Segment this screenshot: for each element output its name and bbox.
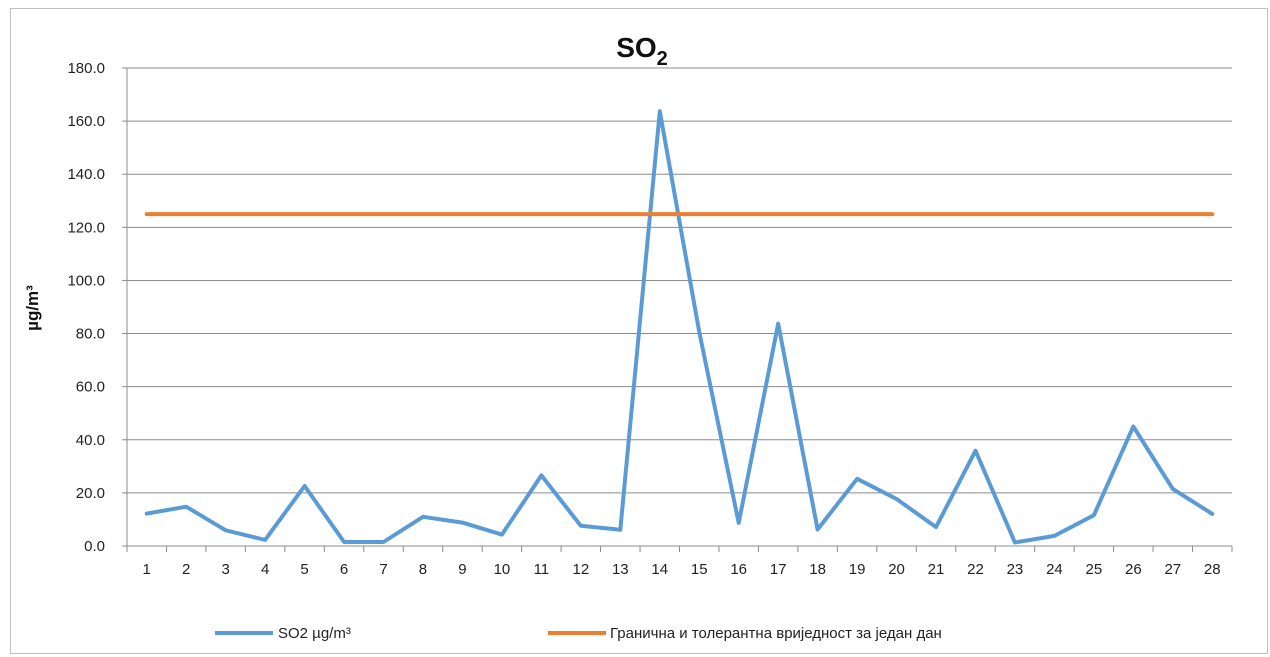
x-tick-label: 11 [534, 561, 550, 578]
y-tick-label: 20.0 [76, 485, 105, 502]
x-tick-label: 10 [494, 561, 511, 578]
chart-title-main: SO [616, 32, 656, 63]
x-tick-label: 15 [691, 561, 708, 578]
gridlines [127, 67, 1232, 494]
x-tick-label: 19 [849, 561, 866, 578]
y-tick-label: 160.0 [67, 113, 105, 130]
x-tick-label: 3 [221, 561, 229, 578]
x-tick-label: 22 [967, 561, 984, 578]
chart-title-subscript: 2 [657, 48, 668, 70]
y-tick-label: 60.0 [76, 379, 105, 396]
x-tick-label: 24 [1046, 561, 1063, 578]
x-tick-label: 4 [261, 561, 269, 578]
x-tick-label: 16 [730, 561, 747, 578]
x-tick-label: 25 [1086, 561, 1103, 578]
x-tick-label: 18 [809, 561, 826, 578]
y-axis-label: µg/m³ [23, 285, 42, 331]
x-tick-label: 21 [928, 561, 945, 578]
series-lines [144, 109, 1215, 545]
y-tick-label: 120.0 [67, 219, 105, 236]
y-tick-label: 180.0 [67, 60, 105, 77]
x-tick-label: 1 [143, 561, 151, 578]
x-tick-label: 7 [379, 561, 387, 578]
x-tick-label: 5 [300, 561, 308, 578]
legend: SO2 µg/m³ Гранична и толерантна вриједно… [215, 625, 942, 642]
x-tick-label: 9 [458, 561, 466, 578]
x-tick-label: 20 [888, 561, 905, 578]
x-tick-label: 14 [651, 561, 668, 578]
x-tick-labels: 1 2 3 4 5 6 7 8 9 10 11 12 13 14 15 16 17 18 19 20 21 22 23 24 2… [143, 561, 1221, 578]
chart-title: SO2 [616, 32, 668, 70]
y-tick-labels: 0.0 20.0 40.0 60.0 80.0 100.0 120.0 140.0 160.0 1… [67, 60, 105, 555]
legend-label-so2: SO2 µg/m³ [278, 625, 351, 642]
y-tick-label: 100.0 [67, 272, 105, 289]
x-tick-label: 28 [1204, 561, 1221, 578]
x-tick-label: 26 [1125, 561, 1142, 578]
x-tick-label: 12 [572, 561, 589, 578]
x-tick-label: 8 [419, 561, 427, 578]
series-line-0 [144, 109, 1215, 545]
x-tick-label: 27 [1164, 561, 1181, 578]
x-tick-label: 13 [612, 561, 629, 578]
axes [122, 67, 1233, 552]
y-tick-label: 80.0 [76, 326, 105, 343]
x-tick-label: 17 [770, 561, 787, 578]
x-tick-label: 6 [340, 561, 348, 578]
x-tick-label: 23 [1007, 561, 1024, 578]
y-tick-label: 140.0 [67, 166, 105, 183]
legend-label-limit: Гранична и толерантна вриједност за једа… [610, 625, 942, 642]
y-tick-label: 0.0 [84, 538, 105, 555]
y-tick-label: 40.0 [76, 432, 105, 449]
x-tick-label: 2 [182, 561, 190, 578]
